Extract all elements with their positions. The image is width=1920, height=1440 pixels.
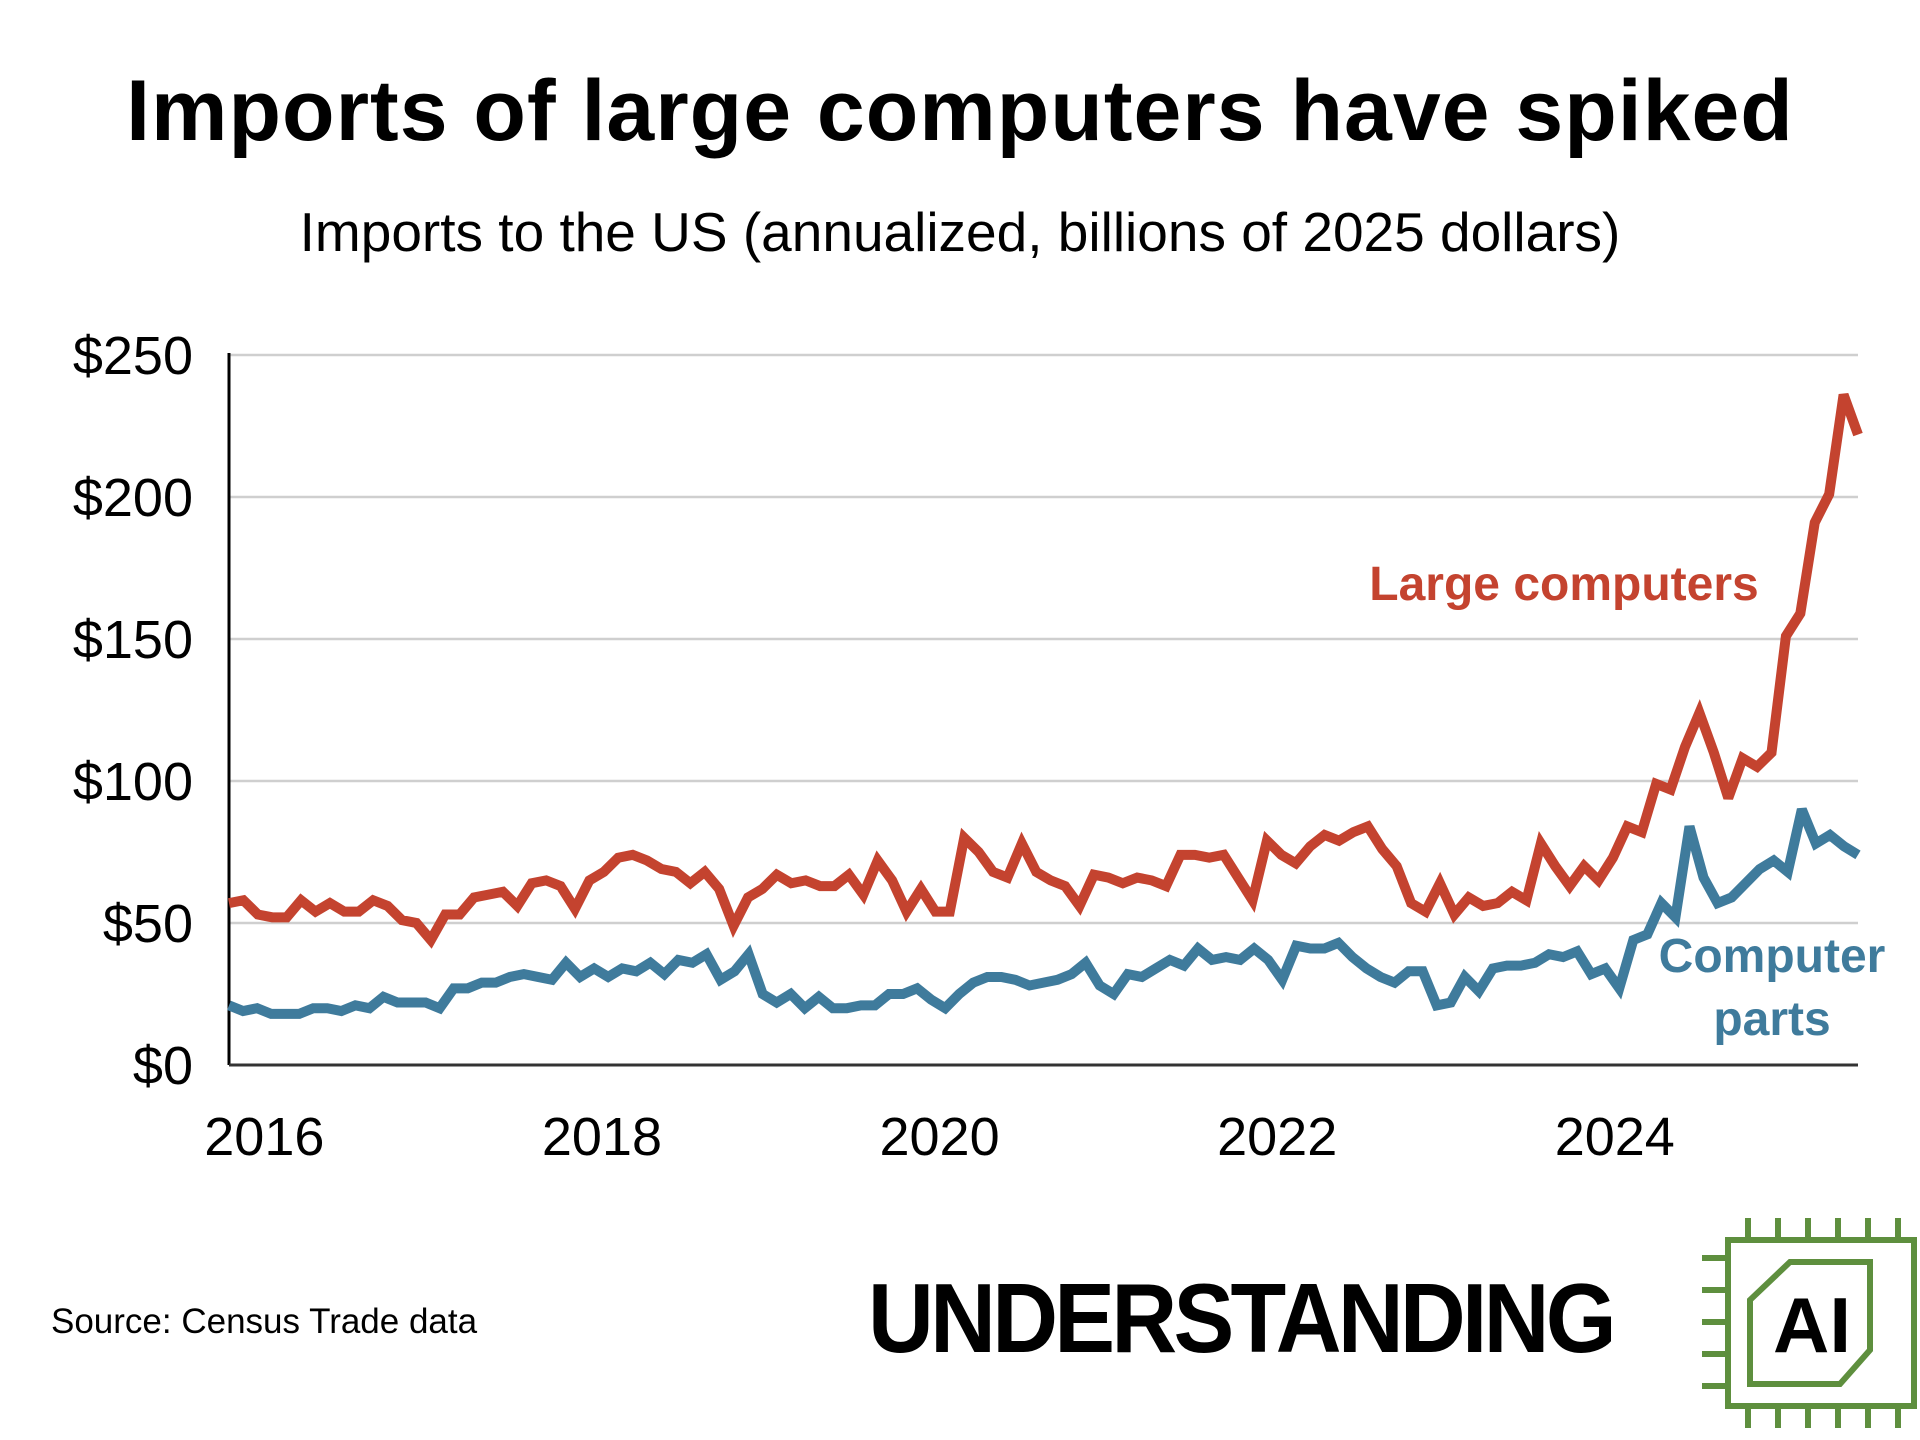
x-tick-label: 2024 xyxy=(1555,1107,1675,1167)
chart-subtitle: Imports to the US (annualized, billions … xyxy=(299,201,1621,263)
x-tick-label: 2016 xyxy=(204,1107,324,1167)
y-tick-label: $100 xyxy=(73,752,193,812)
series-label-computer-parts: parts xyxy=(1713,993,1830,1046)
series-line-large-computers xyxy=(228,393,1863,949)
chart-title: Imports of large computers have spiked xyxy=(126,63,1794,159)
series-label-computer-parts: Computer xyxy=(1659,930,1886,983)
series-line-computer-parts xyxy=(227,807,1861,1019)
x-tick-label: 2018 xyxy=(542,1107,662,1167)
y-tick-label: $50 xyxy=(103,894,193,954)
logo-wordmark: UNDERSTANDING xyxy=(868,1263,1617,1373)
x-tick-label: 2020 xyxy=(879,1107,999,1167)
y-tick-label: $0 xyxy=(133,1036,193,1096)
x-tick-label: 2022 xyxy=(1217,1107,1337,1167)
y-tick-label: $250 xyxy=(73,326,193,386)
series-label-large-computers: Large computers xyxy=(1369,558,1758,611)
y-tick-label: $200 xyxy=(73,468,193,528)
source-note: Source: Census Trade data xyxy=(51,1302,478,1341)
y-tick-label: $150 xyxy=(73,610,193,670)
